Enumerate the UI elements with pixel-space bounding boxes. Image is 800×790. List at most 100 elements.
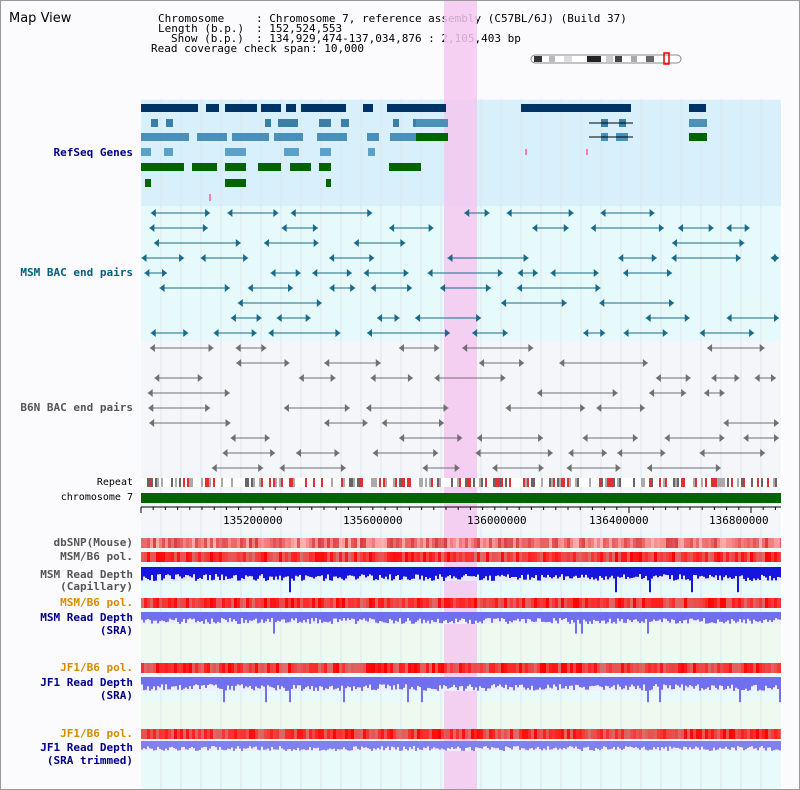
pol-cell bbox=[507, 663, 510, 673]
depth-bar bbox=[145, 612, 147, 620]
track-label-refseq[interactable]: RefSeq Genes bbox=[53, 146, 133, 159]
pol-cell bbox=[276, 538, 279, 548]
depth-bar bbox=[377, 567, 379, 580]
pol-cell bbox=[324, 729, 327, 739]
bac-end-marker bbox=[561, 299, 567, 307]
depth-bar bbox=[575, 677, 577, 685]
pol-cell bbox=[303, 663, 306, 673]
bac-end-marker bbox=[366, 404, 372, 412]
depth-bar bbox=[495, 567, 497, 577]
depth-bar bbox=[141, 612, 143, 620]
pol-cell bbox=[768, 663, 771, 673]
pol-cell bbox=[183, 663, 186, 673]
track-label-jf1-b6-pol[interactable]: JF1/B6 pol. bbox=[60, 661, 133, 674]
depth-bar bbox=[591, 741, 593, 751]
depth-bar bbox=[365, 612, 367, 621]
depth-bar bbox=[491, 612, 493, 623]
bac-end-marker bbox=[149, 224, 155, 232]
bac-end-marker bbox=[235, 344, 241, 352]
depth-bar bbox=[609, 741, 611, 750]
depth-bar bbox=[453, 567, 455, 577]
pol-cell bbox=[465, 663, 468, 673]
repeat-mark bbox=[343, 478, 345, 487]
depth-bar bbox=[371, 677, 373, 690]
depth-bar bbox=[371, 741, 373, 751]
depth-bar bbox=[569, 677, 571, 686]
track-label-msm-depth-sra[interactable]: MSM Read Depth bbox=[40, 611, 133, 624]
depth-bar bbox=[475, 741, 477, 748]
pol-cell bbox=[159, 663, 162, 673]
track-label-chromosome[interactable]: chromosome 7 bbox=[60, 492, 133, 503]
track-label-msm-bac[interactable]: MSM BAC end pairs bbox=[20, 266, 133, 279]
pol-cell bbox=[537, 598, 540, 608]
depth-bar bbox=[433, 567, 435, 581]
depth-bar bbox=[309, 677, 311, 690]
depth-bar bbox=[413, 741, 415, 747]
track-label-msm-b6-pol[interactable]: MSM/B6 pol. bbox=[60, 550, 133, 563]
depth-bar bbox=[281, 677, 283, 687]
depth-bar bbox=[557, 567, 559, 579]
depth-bar bbox=[561, 567, 563, 575]
depth-bar bbox=[147, 567, 149, 580]
pol-cell bbox=[177, 598, 180, 608]
repeat-mark bbox=[473, 478, 475, 487]
depth-bar bbox=[305, 567, 307, 576]
pol-cell bbox=[339, 552, 342, 562]
pol-cell bbox=[153, 538, 156, 548]
track-label-jf1-b6-pol-2[interactable]: JF1/B6 pol. bbox=[60, 727, 133, 740]
pol-cell bbox=[537, 729, 540, 739]
repeat-mark bbox=[773, 478, 775, 487]
repeat-mark bbox=[677, 478, 679, 487]
bac-end-marker bbox=[707, 344, 713, 352]
pol-cell bbox=[447, 552, 450, 562]
pol-cell bbox=[672, 729, 675, 739]
track-label-repeat[interactable]: Repeat bbox=[96, 477, 133, 488]
pol-cell bbox=[354, 552, 357, 562]
depth-bar bbox=[503, 612, 505, 620]
repeat-mark bbox=[505, 478, 507, 487]
depth-bar bbox=[405, 741, 407, 749]
repeat-mark bbox=[373, 478, 375, 487]
pol-cell bbox=[591, 552, 594, 562]
depth-bar bbox=[649, 612, 651, 622]
depth-bar bbox=[471, 741, 473, 751]
depth-bar bbox=[211, 677, 213, 685]
depth-bar bbox=[463, 612, 465, 619]
track-label-msm-b6-pol-2[interactable]: MSM/B6 pol. bbox=[60, 596, 133, 609]
pol-cell bbox=[150, 729, 153, 739]
depth-bar bbox=[195, 567, 197, 581]
track-label-dbsnp[interactable]: dbSNP(Mouse) bbox=[53, 536, 133, 549]
depth-bar bbox=[243, 741, 245, 749]
depth-bar bbox=[203, 567, 205, 576]
msm-depth-sra-track bbox=[141, 612, 781, 634]
pol-cell bbox=[450, 598, 453, 608]
bac-end-marker bbox=[538, 434, 544, 442]
pol-cell bbox=[381, 729, 384, 739]
pol-cell bbox=[192, 598, 195, 608]
depth-bar bbox=[645, 567, 647, 576]
pol-cell bbox=[654, 663, 657, 673]
bac-end-marker bbox=[227, 209, 233, 217]
depth-bar bbox=[421, 567, 423, 576]
pol-cell bbox=[513, 538, 516, 548]
pol-cell bbox=[306, 538, 309, 548]
repeat-mark bbox=[161, 478, 163, 487]
track-label-msm-depth-capillary[interactable]: MSM Read Depth bbox=[40, 568, 133, 581]
track-label-jf1-depth-sra[interactable]: JF1 Read Depth bbox=[40, 676, 133, 689]
depth-bar bbox=[347, 567, 349, 576]
depth-bar bbox=[367, 677, 369, 688]
track-label-b6n-bac[interactable]: B6N BAC end pairs bbox=[20, 401, 133, 414]
bac-end-marker bbox=[500, 374, 506, 382]
pol-cell bbox=[582, 729, 585, 739]
pol-cell bbox=[600, 538, 603, 548]
bac-end-marker bbox=[148, 404, 154, 412]
pol-cell bbox=[711, 663, 714, 673]
track-label-jf1-depth-trimmed[interactable]: JF1 Read Depth bbox=[40, 741, 133, 754]
pol-cell bbox=[591, 538, 594, 548]
depth-bar bbox=[507, 612, 509, 624]
depth-bar bbox=[467, 741, 469, 748]
repeat-mark bbox=[385, 478, 387, 487]
pol-cell bbox=[702, 663, 705, 673]
bac-end-marker bbox=[599, 299, 605, 307]
pol-cell bbox=[282, 538, 285, 548]
